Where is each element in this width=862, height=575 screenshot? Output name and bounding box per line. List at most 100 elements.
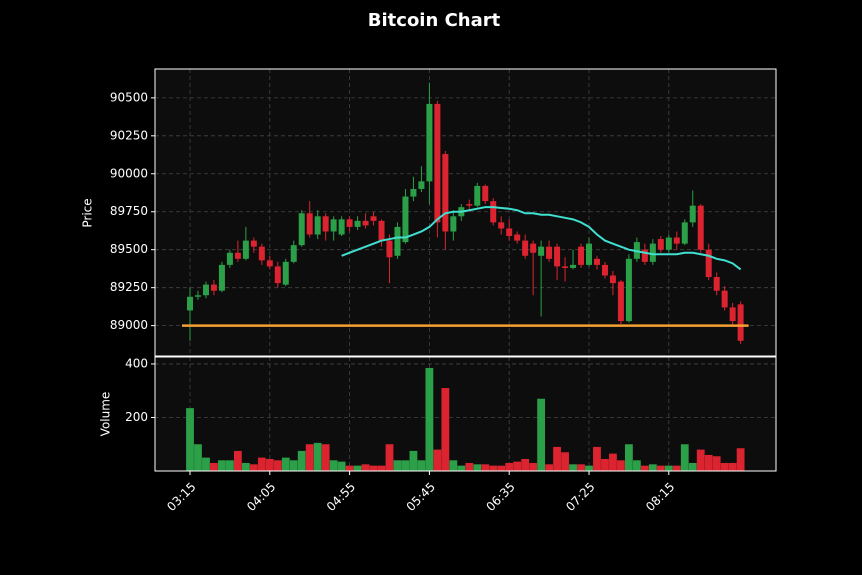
candle-body	[737, 304, 744, 341]
candle-body	[362, 220, 369, 226]
volume-bar	[210, 462, 218, 471]
candle-body	[187, 296, 193, 311]
volume-bar	[385, 444, 394, 471]
volume-bar	[241, 462, 250, 471]
volume-bar	[489, 465, 498, 471]
volume-bar	[688, 462, 697, 471]
volume-bar	[672, 465, 681, 471]
volume-bar	[545, 464, 553, 471]
candle-body	[498, 222, 505, 229]
volume-bar	[337, 461, 346, 471]
volume-bar	[441, 388, 450, 471]
volume-bar	[601, 458, 609, 471]
volume-bar	[226, 460, 234, 471]
candle-body	[394, 226, 401, 256]
moving-average	[341, 206, 742, 271]
candle-body	[314, 216, 321, 235]
volume-bar	[425, 367, 434, 471]
candle-body	[434, 103, 441, 223]
volume-bar	[640, 465, 649, 471]
candle-body	[282, 261, 289, 285]
volume-bar	[569, 464, 577, 471]
candle-body	[338, 219, 345, 235]
candle-body	[346, 219, 353, 227]
candle-body	[562, 266, 569, 268]
candle-body	[617, 281, 624, 322]
candle-body	[586, 243, 592, 265]
volume-bar	[457, 465, 466, 471]
price-frame	[154, 68, 777, 357]
candle-body	[450, 216, 457, 232]
candle-body	[402, 196, 409, 243]
candle-body	[601, 264, 608, 276]
volume-bar	[281, 457, 290, 471]
candle-body	[194, 295, 201, 297]
candle-body	[689, 205, 696, 223]
candle-body	[522, 240, 529, 256]
candle-body	[665, 237, 672, 250]
volume-bar	[473, 464, 482, 471]
volume-bar	[521, 458, 530, 471]
volume-bar	[417, 460, 426, 471]
y-tick-label: 89250	[110, 280, 148, 294]
volume-bar	[481, 464, 490, 471]
volume-bar	[233, 450, 242, 471]
candle-body	[593, 258, 600, 265]
candle-body	[202, 284, 209, 296]
volume-bar	[728, 462, 737, 471]
y-tick-label: 90000	[110, 166, 148, 180]
volume-bar	[585, 465, 593, 471]
volume-bar	[202, 457, 210, 471]
candle-body	[466, 204, 473, 206]
candle-body	[274, 266, 281, 284]
candle-body	[234, 252, 241, 259]
volume-bar	[513, 461, 522, 471]
y-axis-label: Price	[81, 198, 95, 227]
candle-body	[578, 246, 585, 265]
volume-bar	[218, 460, 226, 471]
volume-bar	[617, 460, 625, 471]
volume-bar	[736, 448, 745, 471]
volume-bar	[305, 444, 314, 471]
volume-bar	[289, 460, 298, 471]
volume-axis-label: Volume	[99, 392, 113, 437]
volume-bar	[680, 444, 689, 471]
candle-body	[697, 205, 704, 250]
candle-body	[306, 213, 313, 235]
volume-bar	[257, 457, 266, 471]
volume-bar	[625, 444, 633, 471]
candle-body	[242, 240, 249, 259]
y-tick-label: 89750	[110, 204, 148, 218]
volume-bar	[712, 456, 721, 471]
candle-body	[426, 103, 433, 182]
volume-bar	[505, 462, 514, 471]
volume-bar	[186, 408, 194, 471]
plot-layer: 89000 89250 89500 89750 90000 90250 90500 200 40…	[110, 69, 776, 514]
price-panel	[155, 69, 776, 356]
candle-body	[721, 290, 728, 308]
volume-bar	[377, 465, 386, 471]
candle-body	[298, 213, 305, 246]
volume-bar	[249, 464, 258, 471]
chart-title: Bitcoin Chart	[368, 10, 501, 31]
volume-bar	[273, 460, 282, 471]
candle-body	[657, 239, 664, 250]
candle-body	[210, 284, 217, 291]
candle-body	[625, 258, 632, 322]
candle-body	[330, 219, 337, 232]
candle-body	[546, 246, 553, 259]
candle-body	[554, 246, 561, 267]
volume-bar	[393, 460, 402, 471]
volume-bar	[449, 460, 458, 471]
candle-body	[538, 246, 545, 256]
candle-body	[482, 185, 489, 202]
candle-body	[226, 252, 233, 265]
candle-body	[681, 222, 688, 244]
volume-bar	[720, 462, 729, 471]
volume-bar	[553, 446, 561, 471]
candle-body	[514, 234, 521, 241]
volume-bar	[465, 462, 474, 471]
candle-body	[530, 243, 537, 253]
candle-body	[290, 245, 297, 262]
